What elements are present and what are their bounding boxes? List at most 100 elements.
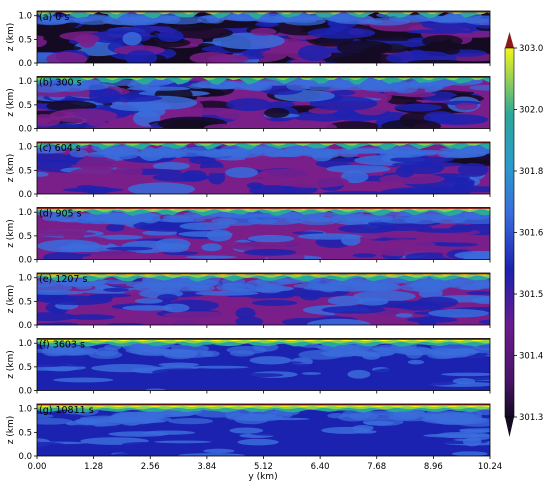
free-troposphere (37, 338, 490, 340)
field-cell (428, 309, 490, 318)
field-cell (322, 190, 392, 194)
field-cell (67, 314, 115, 320)
field-cell (141, 277, 160, 284)
y-tick-label: 1.0 (18, 77, 32, 87)
field-cell (181, 107, 239, 115)
x-tick-label: 5.12 (254, 462, 273, 472)
field-cell (162, 303, 190, 313)
theta-field (37, 76, 490, 129)
field-cell (302, 83, 352, 91)
field-cell (107, 120, 137, 129)
field-cell (425, 15, 467, 23)
field-cell (437, 432, 481, 439)
colorbar-tick-label: 301.8 (519, 167, 543, 177)
field-cell (371, 43, 411, 53)
field-cell (37, 84, 72, 93)
field-cell (229, 296, 254, 301)
inversion-teal (37, 76, 490, 85)
field-cell (235, 316, 263, 325)
y-axis-label: z (km) (6, 416, 16, 445)
field-cell (343, 245, 400, 249)
field-cell (142, 430, 196, 435)
field-cell (326, 164, 391, 174)
field-cell (84, 216, 108, 221)
field-cell (37, 322, 73, 325)
field-cell (431, 352, 470, 359)
field-cell (306, 318, 371, 325)
field-cell (250, 27, 277, 36)
field-cell (92, 151, 127, 156)
field-cell (421, 34, 463, 48)
field-cell (37, 413, 54, 419)
field-cell (338, 365, 370, 371)
field-cell (451, 451, 488, 456)
x-tick-label: 6.40 (311, 462, 330, 472)
field-cell (37, 227, 88, 234)
field-cell (274, 149, 306, 158)
field-cell (235, 16, 256, 21)
y-tick-label: 0.5 (18, 166, 32, 176)
colorbar-tick-label: 303.0 (519, 44, 543, 54)
field-cell (405, 349, 423, 359)
field-cell (61, 281, 96, 288)
y-tick-label: 0.5 (18, 363, 32, 373)
field-cell (429, 366, 490, 369)
field-cell (298, 349, 344, 360)
field-cell (217, 218, 238, 225)
field-cell (361, 84, 408, 92)
field-cell (96, 94, 163, 102)
x-tick-label: 10.24 (478, 462, 502, 472)
panel: 0.0 0.5 1.0z (km) (b) 300 s (6, 76, 491, 135)
field-cell (258, 78, 279, 85)
field-cell (453, 438, 483, 442)
panel-label: (c) 604 s (39, 143, 81, 154)
field-cell (37, 417, 73, 425)
y-tick-label: 0.0 (18, 387, 32, 397)
y-tick-label: 0.0 (18, 59, 32, 69)
field-cell (279, 175, 349, 188)
field-cell (154, 440, 212, 444)
field-cell (405, 29, 474, 34)
field-cell (162, 149, 213, 157)
field-cell (394, 103, 443, 112)
field-cell (460, 237, 486, 245)
y-tick-label: 0.0 (18, 190, 32, 200)
field-cell (207, 54, 249, 63)
field-cell (391, 161, 465, 167)
field-cell (255, 21, 279, 27)
field-cell (83, 379, 141, 390)
field-cell (341, 234, 361, 246)
x-tick-label: 8.96 (424, 462, 443, 472)
field-cell (263, 363, 327, 369)
field-cell (237, 373, 284, 378)
field-cell (331, 89, 356, 96)
field-cell (162, 17, 203, 25)
field-cell (140, 83, 161, 92)
field-cell (440, 387, 490, 391)
free-troposphere (37, 207, 490, 209)
colorbar: 303.0 302.0 301.8 301.6 301.5 301.4 301.3 (504, 32, 543, 437)
field-cell (178, 453, 246, 456)
field-cell (395, 313, 413, 318)
field-cell (352, 253, 377, 258)
field-cell (46, 52, 88, 63)
field-cell (152, 173, 210, 182)
panels-layer: 0.00.51.0z (km)(a) 0 s0.00.51.0z (km)(b)… (6, 10, 491, 462)
field-cell (105, 223, 125, 232)
y-tick-label: 1.0 (18, 12, 32, 22)
field-cell (134, 298, 163, 304)
x-tick-label: 3.84 (197, 462, 216, 472)
field-cell (434, 242, 479, 247)
field-cell (452, 377, 476, 385)
field-cell (318, 284, 340, 293)
field-cell (229, 427, 264, 434)
y-axis-label: z (km) (6, 154, 16, 183)
field-cell (362, 378, 423, 387)
y-tick-label: 1.0 (18, 208, 32, 218)
field-cell (126, 150, 176, 157)
field-cell (356, 15, 375, 24)
colorbar-tick-label: 301.4 (519, 352, 543, 362)
field-cell (111, 453, 138, 456)
colorbar-tick-label: 302.0 (519, 106, 543, 116)
field-cell (195, 376, 232, 385)
